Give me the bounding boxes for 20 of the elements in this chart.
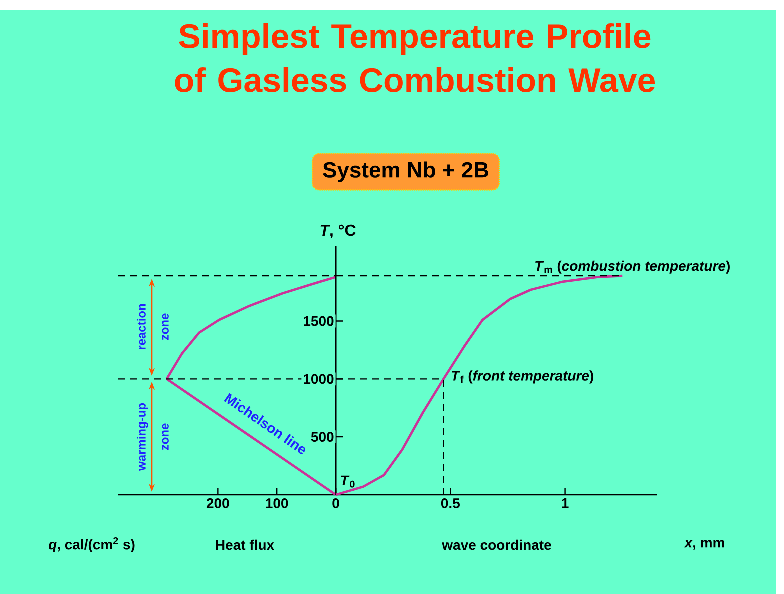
chart-subtitle: System Nb + 2B <box>323 162 488 182</box>
annotation: warming-up zone <box>137 403 169 472</box>
x-tick-label: 0.5 <box>441 498 460 508</box>
ref-line-label: T$_{f}$ (front temperature) <box>452 370 594 384</box>
x-tick-label: 0 <box>332 498 340 508</box>
y-tick-label: 1500 <box>304 316 334 326</box>
text: wave coordinate <box>442 540 552 550</box>
text: reaction zone <box>137 304 169 350</box>
text: Simplest Temperature Profile of Gasless Combustion Wave <box>175 24 656 92</box>
x-axis-title: x, mm <box>684 540 724 550</box>
x-tick-label: 100 <box>266 498 288 508</box>
y-axis-title: T, °C <box>320 224 356 238</box>
x-tick-label: 200 <box>206 498 230 508</box>
ref-line-label: T$_{m}$ (combustion temperature) <box>536 260 730 274</box>
y-tick-label: 1000 <box>304 374 334 384</box>
x-tick-label: 1 <box>562 498 569 508</box>
text: Heat flux <box>216 540 274 550</box>
y-tick-label: 500 <box>311 432 334 442</box>
annotation: T$_{0}$ <box>341 476 355 488</box>
x-axis-title: q, cal/(cm$^{2}$ s) <box>48 538 135 552</box>
